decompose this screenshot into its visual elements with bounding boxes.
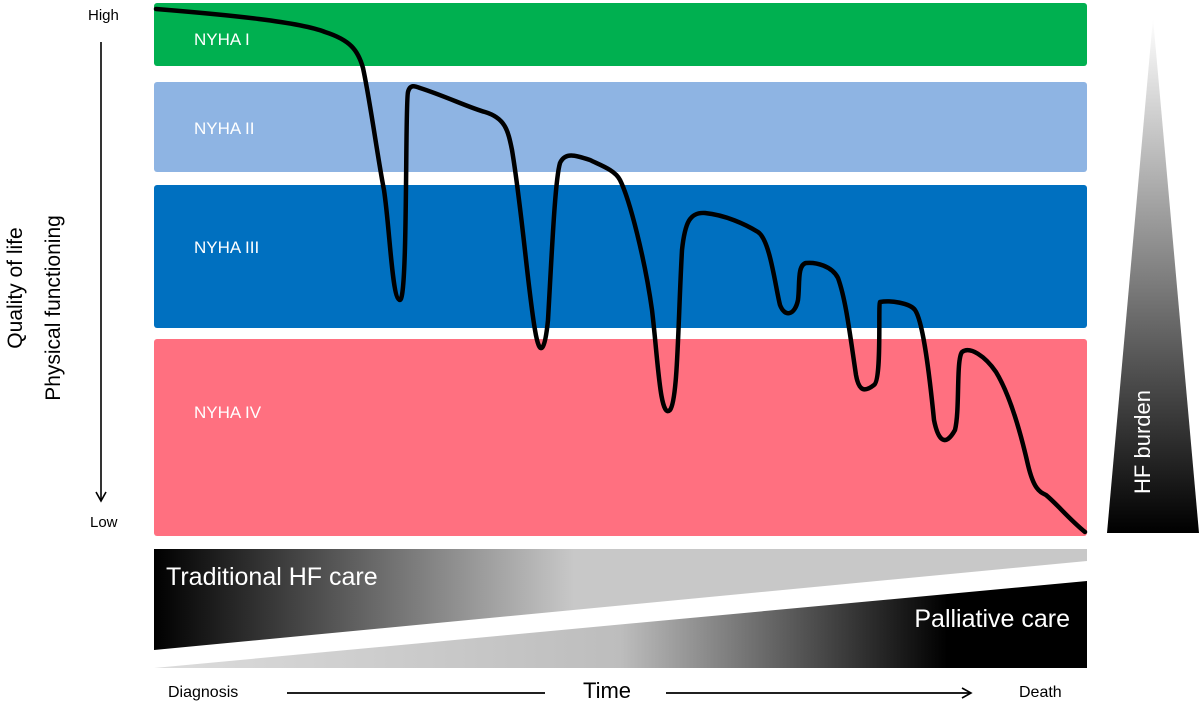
band-nyha-1 <box>154 3 1087 66</box>
band-label-nyha-2: NYHA II <box>194 119 254 138</box>
x-axis-start-label: Diagnosis <box>168 684 238 701</box>
band-nyha-3 <box>154 185 1087 328</box>
band-nyha-2 <box>154 82 1087 172</box>
y-axis-title-line2: Physical functioning <box>42 215 65 401</box>
palliative-care-label: Palliative care <box>914 605 1070 633</box>
palliative-care-wedge <box>154 581 1087 668</box>
hf-burden-triangle <box>1107 18 1199 533</box>
y-axis-high-label: High <box>88 7 119 24</box>
trajectory-curve <box>153 6 1088 535</box>
x-axis-title: Time <box>583 678 631 703</box>
traditional-care-label: Traditional HF care <box>166 563 378 591</box>
band-nyha-4 <box>154 339 1087 536</box>
y-axis-low-label: Low <box>90 514 118 531</box>
band-label-nyha-4: NYHA IV <box>194 403 262 422</box>
band-label-nyha-1: NYHA I <box>194 30 250 49</box>
y-axis-title-line1: Quality of life <box>4 227 27 348</box>
band-label-nyha-3: NYHA III <box>194 238 259 257</box>
x-axis-end-label: Death <box>1019 684 1062 701</box>
traditional-care-wedge <box>154 549 1087 650</box>
hf-burden-label: HF burden <box>1130 390 1155 494</box>
